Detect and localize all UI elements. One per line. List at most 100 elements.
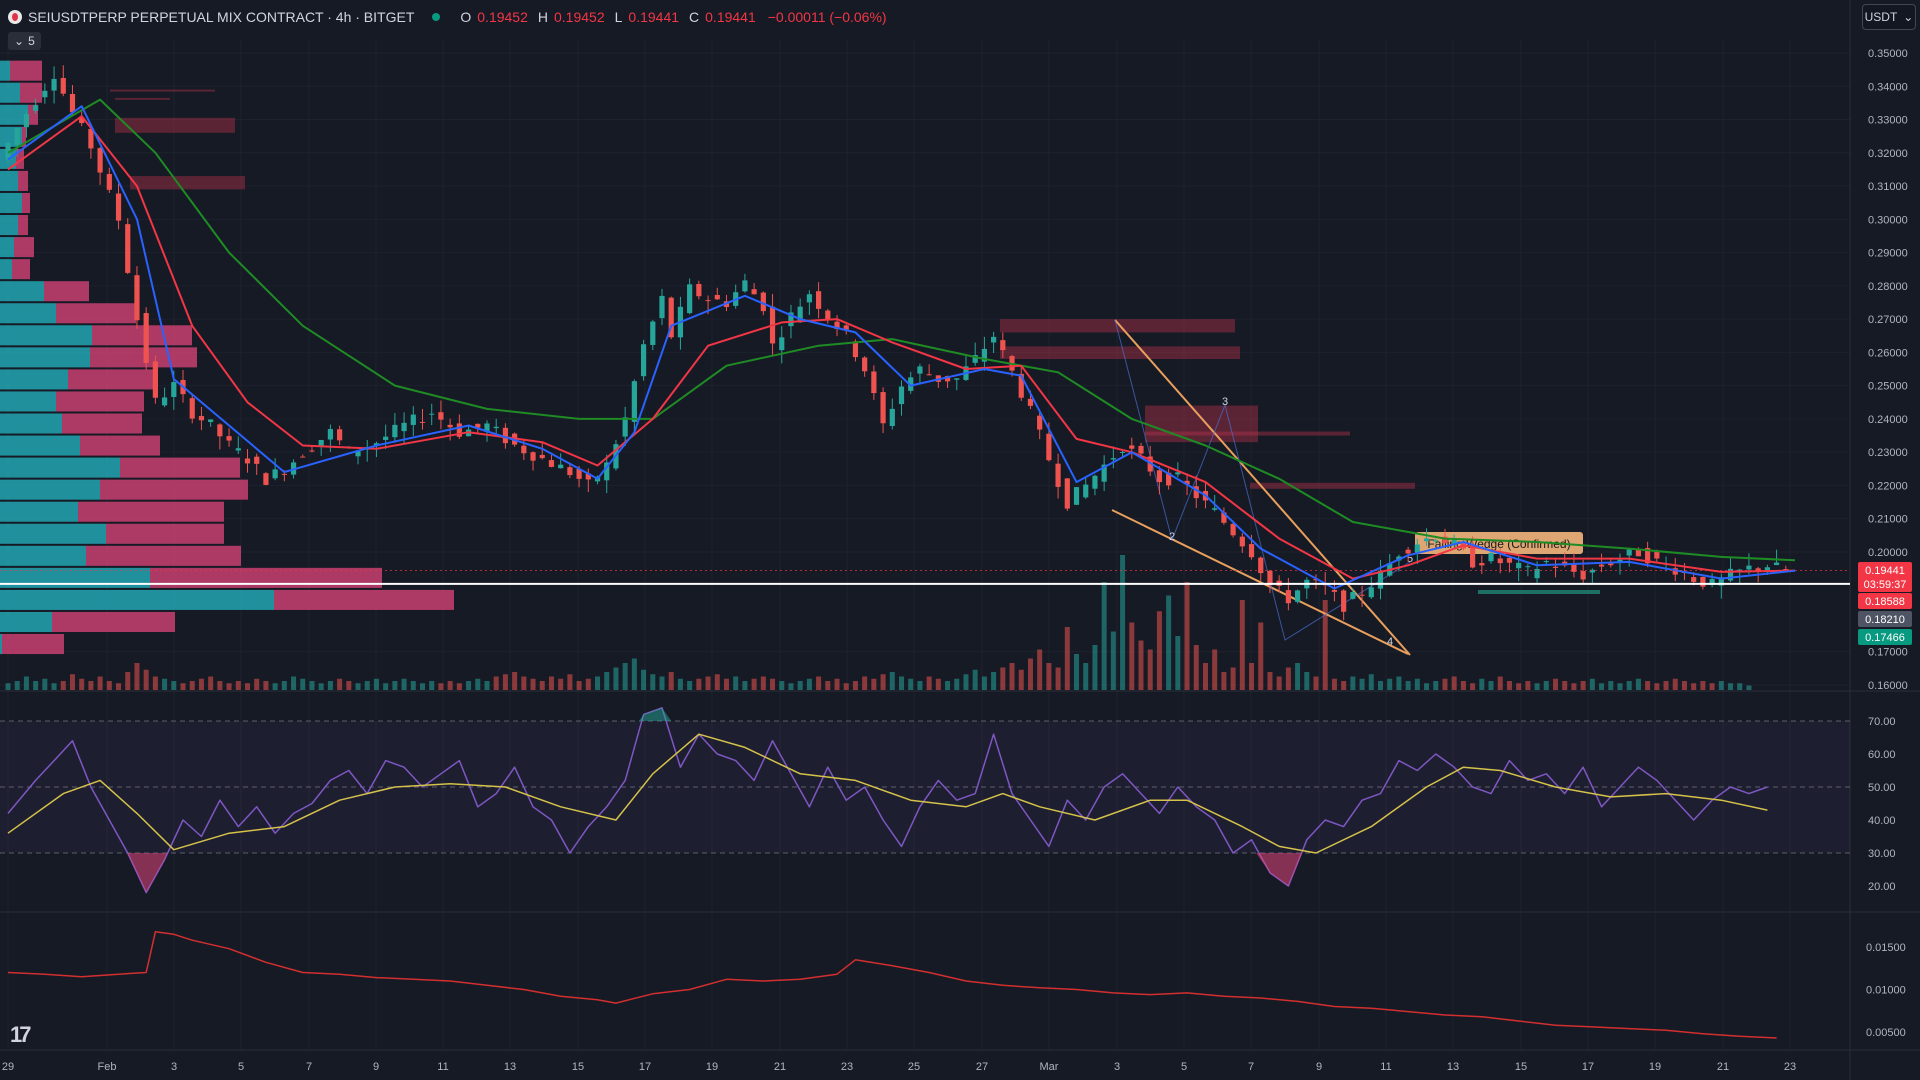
- volatility-pane: [7, 930, 1777, 1039]
- rsi-overbought-fill: [638, 707, 672, 721]
- volume-profile-up: [0, 104, 28, 125]
- volume-bar: [429, 681, 435, 690]
- candle-body: [1138, 445, 1144, 454]
- candle-body: [1175, 472, 1181, 475]
- symbol-header: SEIUSDTPERP PERPETUAL MIX CONTRACT · 4h …: [8, 6, 887, 28]
- volume-bar: [143, 669, 149, 690]
- rsi-axis-label: 70.00: [1868, 716, 1896, 728]
- candle-body: [1027, 398, 1034, 406]
- volume-bar: [871, 678, 877, 690]
- volume-bar: [1120, 555, 1126, 690]
- candle-body: [1470, 547, 1476, 568]
- volume-bar: [1516, 683, 1522, 690]
- volume-bar: [189, 681, 195, 690]
- currency-select[interactable]: USDT ⌄: [1862, 4, 1916, 30]
- volume-bar: [1663, 681, 1669, 690]
- volume-bar: [208, 676, 214, 690]
- candle-body: [1350, 592, 1356, 599]
- candle-body: [1488, 553, 1494, 562]
- volume-bar: [779, 681, 785, 690]
- volume-bar: [834, 678, 840, 690]
- supply-zone: [1000, 346, 1240, 360]
- volume-bar: [1580, 681, 1586, 690]
- candle-body: [1423, 538, 1430, 542]
- candle-body: [1516, 562, 1522, 569]
- volume-bar: [1092, 645, 1098, 690]
- time-axis-label: 5: [1181, 1061, 1187, 1073]
- indicators-toggle-button[interactable]: ⌄ 5: [8, 32, 41, 50]
- volume-bar: [1184, 582, 1190, 690]
- price-tags: 0.19441 03:59:37 0.18588 0.18210 0.17466: [1858, 562, 1912, 645]
- volume-profile-down: [56, 391, 144, 412]
- time-axis-label: 7: [306, 1061, 312, 1073]
- candle-body: [1433, 540, 1439, 542]
- price-tag: [1858, 562, 1912, 592]
- candle-body: [1193, 486, 1199, 499]
- volume-bar: [539, 681, 545, 690]
- volume-bar: [1037, 649, 1043, 690]
- low-value: 0.19441: [628, 9, 680, 25]
- price-tag-label: 0.18588: [1865, 596, 1905, 608]
- candle-body: [1442, 536, 1448, 544]
- volume-profile-up: [0, 259, 12, 280]
- volume-bar: [1304, 672, 1310, 690]
- volume-profile-down: [52, 611, 175, 633]
- rsi-oversold-fill: [1256, 853, 1303, 886]
- volume-bar: [852, 681, 858, 690]
- volatility-axis-label: 0.01500: [1866, 942, 1906, 954]
- volume-bar: [1064, 627, 1070, 690]
- candle-body: [1589, 569, 1595, 573]
- volume-bar: [650, 674, 656, 690]
- volume-profile-down: [274, 589, 454, 610]
- supply-zone: [1250, 482, 1415, 489]
- volume-bar: [1295, 663, 1301, 690]
- candle-body: [152, 361, 158, 398]
- wedge-point-label: 5: [1407, 553, 1413, 565]
- candle-body: [806, 294, 812, 303]
- candle-body: [1156, 470, 1163, 483]
- candle-body: [1083, 484, 1089, 498]
- volume-bar: [410, 681, 416, 690]
- candle-body: [1414, 544, 1420, 553]
- volume-bar: [1313, 676, 1319, 690]
- price-axis-label: 0.29000: [1868, 248, 1908, 260]
- wedge-point-label: 2: [1169, 531, 1175, 543]
- volume-bar: [1074, 654, 1080, 690]
- candle-body: [1212, 508, 1218, 510]
- volume-bar: [770, 678, 776, 690]
- volume-bar: [1000, 667, 1006, 690]
- candle-body: [1700, 576, 1706, 587]
- volume-bar: [843, 683, 849, 690]
- candle-body: [1037, 415, 1043, 430]
- time-axis-label: 3: [171, 1061, 177, 1073]
- time-axis-label: 11: [1380, 1061, 1391, 1073]
- candle-body: [438, 412, 444, 420]
- volume-bar: [281, 681, 287, 690]
- ema-mid-line: [7, 115, 1796, 580]
- volume-bar: [631, 658, 637, 690]
- candle-body: [272, 469, 278, 479]
- candle-body: [134, 275, 140, 321]
- volume-profile-down: [20, 82, 42, 103]
- volume-profile-up: [0, 545, 86, 566]
- volume-bar: [1396, 676, 1402, 690]
- chevron-down-icon: ⌄: [1903, 10, 1914, 24]
- volume-bar: [60, 681, 66, 690]
- volume-bar: [1506, 681, 1512, 690]
- candle-body: [1645, 548, 1651, 564]
- price-tag-label: 0.18210: [1865, 614, 1905, 626]
- volume-profile-up: [0, 237, 14, 258]
- close-value: 0.19441: [705, 9, 756, 25]
- time-axis-label: 13: [1447, 1061, 1459, 1073]
- indicator-count: 5: [28, 34, 35, 48]
- candle-body: [419, 421, 426, 423]
- volume-bar: [383, 683, 389, 690]
- candle-body: [687, 284, 693, 314]
- volume-profile-up: [0, 634, 2, 655]
- volume-bar: [1368, 674, 1374, 690]
- symbol-title[interactable]: SEIUSDTPERP PERPETUAL MIX CONTRACT · 4h …: [28, 9, 415, 25]
- candle-body: [1267, 570, 1273, 586]
- candle-body: [926, 374, 932, 376]
- volume-bar: [235, 681, 241, 690]
